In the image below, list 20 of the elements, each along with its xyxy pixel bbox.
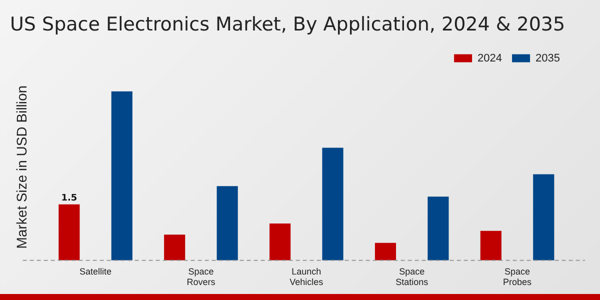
x-tick-label: Space Stations (396, 266, 429, 288)
y-axis-title: Market Size in USD Billion (13, 85, 30, 249)
bar (164, 234, 186, 260)
bar (428, 196, 449, 260)
x-tick-label: Satellite (80, 266, 112, 276)
legend-label: 2024 (478, 52, 502, 64)
bar (374, 242, 396, 260)
legend-label: 2035 (536, 52, 560, 64)
bar (111, 91, 132, 260)
x-tick-label: Space Probes (503, 266, 532, 288)
x-tick-label: Launch Vehicles (290, 266, 324, 288)
bar (480, 230, 502, 260)
chart-title: US Space Electronics Market, By Application, 2024 & 2035 (10, 13, 566, 36)
bar (269, 223, 291, 260)
bar (533, 174, 554, 260)
bar (322, 148, 344, 260)
data-label: 1.5 (61, 193, 78, 204)
bar (58, 204, 80, 260)
bar (216, 186, 238, 260)
x-tick-label: Space Rovers (186, 266, 216, 288)
